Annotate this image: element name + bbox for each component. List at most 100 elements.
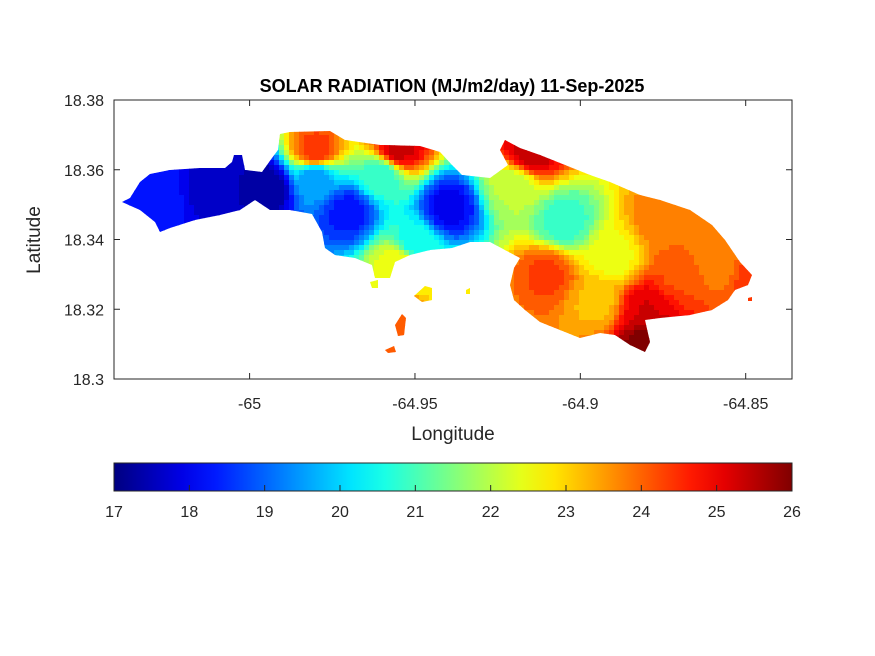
heat-cell xyxy=(214,185,220,191)
heat-cell xyxy=(689,270,695,276)
heat-cell xyxy=(719,255,725,261)
heat-cell xyxy=(714,145,720,151)
heat-cell xyxy=(569,265,575,271)
heat-cell xyxy=(124,100,130,106)
heat-cell xyxy=(774,145,780,151)
heat-cell xyxy=(594,220,600,226)
heat-cell xyxy=(669,175,675,181)
heat-cell xyxy=(214,230,220,236)
heat-cell xyxy=(684,155,690,161)
heat-cell xyxy=(484,200,490,206)
heat-cell xyxy=(619,150,625,156)
heat-cell xyxy=(699,100,705,106)
heat-cell xyxy=(714,260,720,266)
heat-cell xyxy=(534,165,540,171)
heat-cell xyxy=(669,145,675,151)
heat-cell xyxy=(429,180,435,186)
heat-cell xyxy=(129,155,135,161)
heat-cell xyxy=(364,260,370,266)
heat-cell xyxy=(194,190,200,196)
heat-cell xyxy=(784,155,790,161)
heat-cell xyxy=(174,125,180,131)
heat-cell xyxy=(564,220,570,226)
heat-cell xyxy=(499,245,505,251)
heat-cell xyxy=(519,200,525,206)
heat-cell xyxy=(489,215,495,221)
heat-cell xyxy=(164,270,170,276)
heat-cell xyxy=(584,260,590,266)
heat-cell xyxy=(639,150,645,156)
heat-cell xyxy=(674,255,680,261)
heat-cell xyxy=(724,145,730,151)
heat-cell xyxy=(534,255,540,261)
heat-cell xyxy=(619,110,625,116)
heat-cell xyxy=(239,205,245,211)
heat-cell xyxy=(429,150,435,156)
heat-cell xyxy=(634,270,640,276)
heat-cell xyxy=(389,265,395,271)
heat-cell xyxy=(584,185,590,191)
heat-cell xyxy=(194,165,200,171)
heat-cell xyxy=(339,230,345,236)
heat-cell xyxy=(169,275,175,281)
heat-cell xyxy=(699,125,705,131)
heat-cell xyxy=(144,240,150,246)
heat-cell xyxy=(579,180,585,186)
heat-cell xyxy=(754,120,760,126)
heat-cell xyxy=(574,115,580,121)
heat-cell xyxy=(329,245,335,251)
heat-cell xyxy=(504,215,510,221)
heat-cell xyxy=(594,255,600,261)
heat-cell xyxy=(389,170,395,176)
heat-cell xyxy=(454,275,460,281)
heat-cell xyxy=(304,165,310,171)
heat-cell xyxy=(309,260,315,266)
heat-cell xyxy=(384,275,390,281)
heat-cell xyxy=(269,135,275,141)
heat-cell xyxy=(379,140,385,146)
heat-cell xyxy=(714,240,720,246)
heat-cell xyxy=(369,131,375,136)
heat-cell xyxy=(699,160,705,166)
heat-cell xyxy=(664,240,670,246)
heat-cell xyxy=(274,275,280,281)
heat-cell xyxy=(224,260,230,266)
heat-cell xyxy=(164,220,170,226)
heat-cell xyxy=(419,100,425,106)
heat-cell xyxy=(189,125,195,131)
heat-cell xyxy=(439,200,445,206)
heat-cell xyxy=(129,210,135,216)
heat-cell xyxy=(384,135,390,141)
heat-cell xyxy=(589,110,595,116)
heat-cell xyxy=(764,110,770,116)
heat-cell xyxy=(204,105,210,111)
heat-cell xyxy=(314,160,320,166)
heat-cell xyxy=(154,270,160,276)
heat-cell xyxy=(474,140,480,146)
heat-cell xyxy=(674,115,680,121)
heat-cell xyxy=(324,175,330,181)
heat-cell xyxy=(304,180,310,186)
heat-cell xyxy=(389,131,395,136)
heat-cell xyxy=(584,165,590,171)
heat-cell xyxy=(694,140,700,146)
heat-cell xyxy=(309,105,315,111)
heat-cell xyxy=(554,250,560,256)
heat-cell xyxy=(269,175,275,181)
heat-cell xyxy=(439,115,445,121)
heat-cell xyxy=(144,210,150,216)
heat-cell xyxy=(499,270,505,276)
heat-cell xyxy=(169,200,175,206)
heat-cell xyxy=(294,280,300,286)
heat-cell xyxy=(364,180,370,186)
heat-cell xyxy=(509,170,515,176)
heat-cell xyxy=(754,235,760,241)
heat-cell xyxy=(644,195,650,201)
heat-cell xyxy=(394,110,400,116)
heat-cell xyxy=(319,205,325,211)
heat-cell xyxy=(204,100,210,106)
heat-cell xyxy=(569,155,575,161)
heat-cell xyxy=(184,140,190,146)
heat-cell xyxy=(319,155,325,161)
heat-cell xyxy=(639,140,645,146)
